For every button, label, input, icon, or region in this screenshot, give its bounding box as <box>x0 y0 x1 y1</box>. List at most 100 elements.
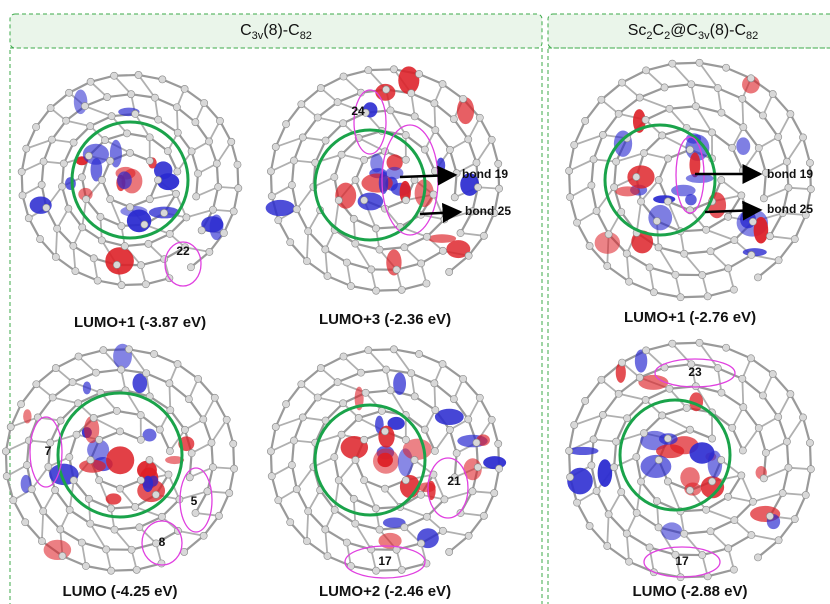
subscript: 3v <box>698 30 710 42</box>
atom <box>383 366 390 373</box>
atom <box>334 99 341 106</box>
atom <box>188 148 195 155</box>
atom <box>368 266 375 273</box>
atom <box>272 423 279 430</box>
atom <box>23 461 30 468</box>
atom <box>376 246 383 253</box>
atom <box>807 186 814 193</box>
atom <box>23 145 30 152</box>
atom <box>748 251 755 258</box>
orbital-lobe <box>398 66 419 94</box>
title-part: C <box>240 22 252 39</box>
atom <box>116 485 123 492</box>
atom <box>725 265 732 272</box>
atom <box>87 123 94 130</box>
atom <box>32 123 39 130</box>
atom <box>49 394 56 401</box>
atom <box>314 394 321 401</box>
bond <box>597 491 609 514</box>
atom <box>293 206 300 213</box>
atom <box>52 253 59 260</box>
atom <box>201 99 208 106</box>
atom <box>724 213 731 220</box>
bond <box>569 425 574 451</box>
bond <box>335 200 339 230</box>
atom <box>118 366 125 373</box>
atom <box>738 192 745 199</box>
bond <box>741 475 753 501</box>
bond <box>773 94 791 114</box>
bond <box>773 374 791 394</box>
atom <box>226 489 233 496</box>
orbital-lobe <box>689 442 714 463</box>
atom <box>453 450 460 457</box>
bond <box>318 117 343 123</box>
atom <box>390 66 397 73</box>
atom <box>423 280 430 287</box>
atom <box>234 161 241 168</box>
bond <box>569 159 593 170</box>
atom <box>193 193 200 200</box>
orbital-lobe <box>428 234 456 243</box>
subscript: 3v <box>252 30 264 42</box>
atom <box>692 383 699 390</box>
bond <box>779 519 795 540</box>
atom <box>474 464 481 471</box>
bond <box>718 88 743 99</box>
atom <box>469 488 476 495</box>
bond <box>721 393 743 408</box>
atom <box>38 181 45 188</box>
orbital-caption: LUMO (-4.25 eV) <box>62 583 177 600</box>
site-label: bond 25 <box>767 202 813 216</box>
atom <box>121 242 128 249</box>
atom <box>335 477 342 484</box>
atom <box>760 475 767 482</box>
bond <box>603 114 619 135</box>
bond <box>790 394 803 417</box>
atom <box>669 340 676 347</box>
orbital-lobe <box>370 154 383 173</box>
atom <box>658 132 665 139</box>
atom <box>598 96 605 103</box>
atom <box>338 431 345 438</box>
atom <box>38 538 45 545</box>
atom <box>430 191 437 198</box>
atom <box>725 545 732 552</box>
atom <box>566 474 573 481</box>
bond <box>607 514 608 546</box>
atom <box>25 215 32 222</box>
bond <box>169 383 170 410</box>
atom <box>146 157 153 164</box>
bond <box>778 417 787 442</box>
atom <box>339 400 346 407</box>
atom <box>57 526 64 533</box>
atom <box>282 401 289 408</box>
atom <box>707 528 714 535</box>
orbital-caption: LUMO+2 (-2.46 eV) <box>319 583 451 600</box>
atom <box>615 390 622 397</box>
atom <box>415 350 422 357</box>
atom <box>571 421 578 428</box>
atom <box>135 71 142 78</box>
atom <box>230 208 237 215</box>
orbital-lobe <box>74 89 88 114</box>
atom <box>573 499 580 506</box>
atom <box>655 176 662 183</box>
atom <box>640 150 647 157</box>
atom <box>688 81 695 88</box>
atom <box>740 124 747 131</box>
panel-frame <box>548 48 830 604</box>
atom <box>696 59 703 66</box>
atom <box>19 192 26 199</box>
bond <box>368 350 386 369</box>
atom <box>450 115 457 122</box>
atom <box>174 168 181 175</box>
orbital-lobe <box>117 171 132 189</box>
atom <box>331 174 338 181</box>
atom <box>192 119 199 126</box>
atom <box>748 531 755 538</box>
atom <box>655 244 662 251</box>
orbital-caption: LUMO+1 (-3.87 eV) <box>74 314 206 331</box>
bond <box>591 185 596 211</box>
atom <box>365 347 372 354</box>
